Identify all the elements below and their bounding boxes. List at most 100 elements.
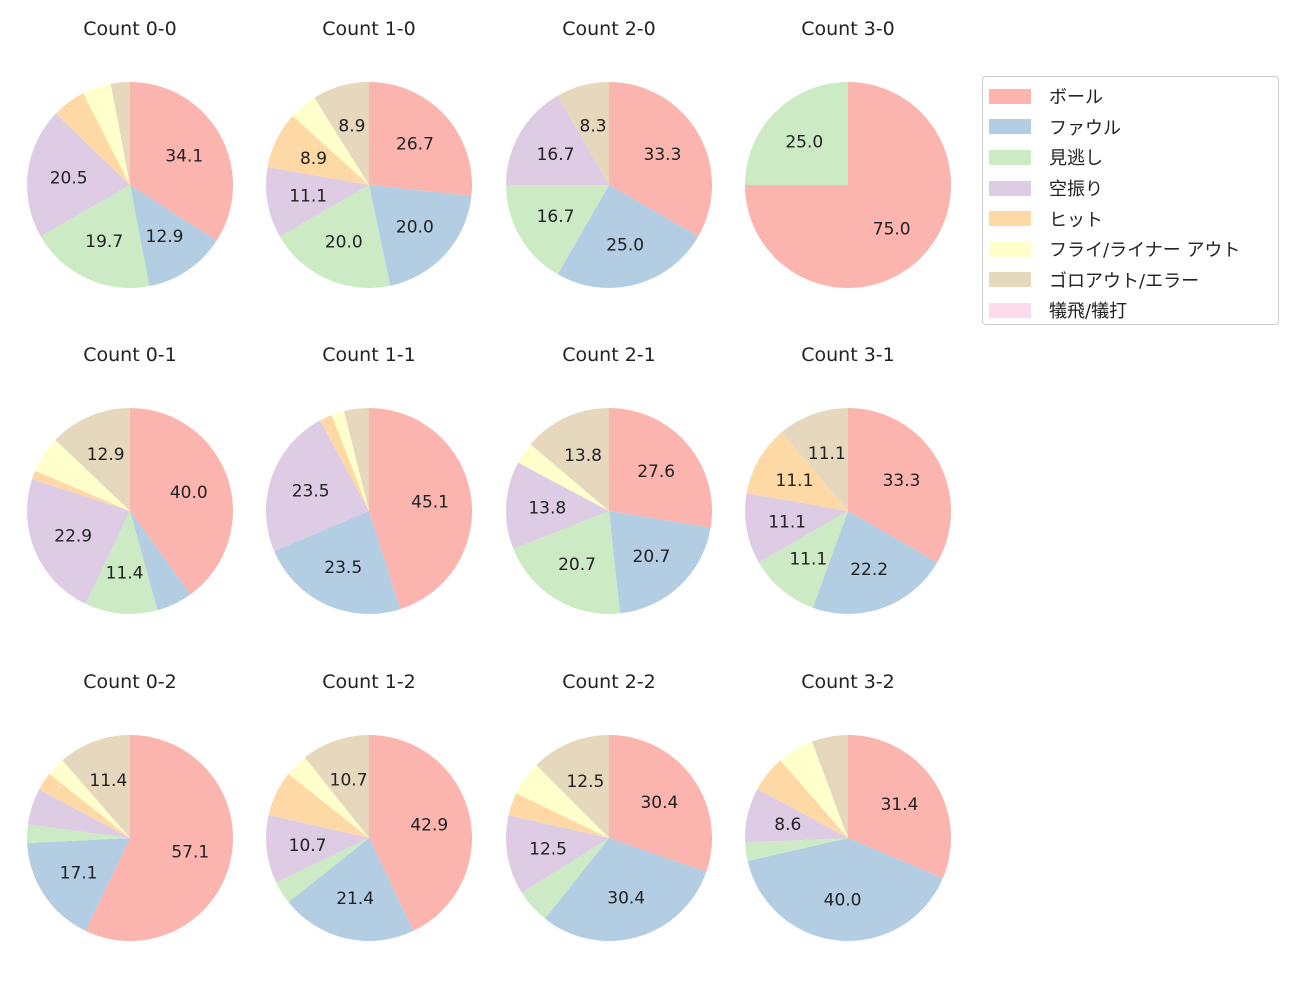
legend-item: 見逃し — [989, 142, 1278, 173]
pie-value-label: 21.4 — [336, 889, 374, 909]
legend-swatch — [989, 272, 1031, 288]
pie-value-label: 11.1 — [776, 471, 814, 491]
pie-count-1-1: Count 1-1 45.1 23.5 23.5 — [266, 344, 473, 614]
pie-wedge — [331, 411, 369, 511]
pie-count-0-1: Count 0-1 40.0 11.4 22.9 12.9 — [27, 344, 233, 614]
pie-wedge — [745, 838, 848, 862]
pie-title: Count 2-1 — [562, 344, 656, 366]
pie-value-label: 11.1 — [808, 444, 846, 464]
pie-count-2-0: Count 2-033.325.016.716.78.3 — [506, 18, 712, 288]
pie-wedge — [344, 408, 369, 511]
pie-value-label: 20.0 — [396, 217, 434, 237]
legend-item: 空振り — [989, 173, 1278, 204]
pie-wedge — [39, 773, 130, 838]
pie-value-label: 20.7 — [558, 555, 596, 575]
pie-wedge — [506, 95, 609, 185]
pie-wedge — [812, 511, 938, 614]
legend-label: フライ/ライナー アウト — [1049, 240, 1241, 262]
pie-title: Count 1-0 — [322, 18, 416, 40]
pie-wedge — [369, 185, 472, 286]
pie-wedge — [110, 82, 130, 185]
pie-value-label: 42.9 — [410, 815, 448, 835]
pie-wedge — [369, 408, 473, 610]
pie-count-2-1: Count 2-1 27.6 20.7 20.7 13.8 13.8 — [506, 344, 712, 614]
pie-wedge — [746, 432, 848, 511]
pie-wedge — [516, 765, 609, 838]
pie-title: Count 3-1 — [801, 344, 895, 366]
pie-wedge — [130, 408, 233, 595]
pie-wedge — [506, 462, 609, 549]
pie-wedge — [40, 185, 150, 288]
pie-wedge — [130, 82, 233, 241]
pie-wedge — [609, 735, 712, 872]
pie-wedge — [518, 444, 609, 511]
pie-wedge — [557, 82, 609, 185]
pie-value-label: 33.3 — [644, 145, 682, 165]
pie-title: Count 1-1 — [322, 344, 416, 366]
pie-wedge — [536, 735, 609, 838]
pie-value-label: 40.0 — [170, 483, 208, 503]
pie-wedge — [609, 511, 711, 614]
pie-wedge — [609, 82, 712, 237]
legend-item: ファウル — [989, 112, 1278, 143]
pie-wedge — [130, 511, 191, 611]
legend-item: ボール — [989, 81, 1278, 112]
legend-swatch — [989, 149, 1031, 165]
pie-count-1-2: Count 1-2 42.9 21.4 10.7 10.7 — [266, 671, 472, 941]
pie-wedge — [848, 735, 951, 879]
pie-value-label: 12.5 — [529, 839, 567, 859]
pie-value-label: 8.3 — [580, 116, 607, 136]
pie-value-label: 16.7 — [537, 145, 575, 165]
pie-wedge — [27, 113, 131, 237]
pie-wedge — [780, 741, 848, 838]
pie-wedge — [314, 82, 369, 185]
pie-wedge — [55, 408, 130, 511]
pie-wedge — [811, 735, 848, 838]
pie-title: Count 3-0 — [801, 18, 895, 40]
pie-value-label: 23.5 — [324, 558, 362, 578]
pie-count-0-0: Count 0-0 34.1 12.9 19.7 20.5 — [27, 18, 233, 288]
pie-title: Count 3-2 — [801, 671, 895, 693]
pie-value-label: 16.7 — [537, 207, 575, 227]
pie-wedge — [609, 408, 712, 528]
legend-swatch — [989, 211, 1031, 227]
pie-value-label: 20.5 — [50, 168, 88, 188]
pie-value-label: 75.0 — [873, 220, 911, 240]
pie-wedge — [35, 440, 130, 511]
pie-wedge — [758, 511, 848, 608]
pie-wedge — [508, 793, 609, 838]
pie-wedge — [848, 408, 951, 563]
pie-value-label: 25.0 — [606, 236, 644, 256]
pie-value-label: 34.1 — [165, 146, 203, 166]
pie-wedge — [530, 408, 609, 511]
pie-value-label: 22.9 — [54, 526, 92, 546]
pie-count-0-2: Count 0-2 57.1 17.1 11.4 — [26, 671, 233, 942]
pie-wedge — [27, 838, 130, 931]
pie-wedge — [276, 838, 369, 903]
pie-wedge — [268, 773, 369, 838]
pie-title: Count 2-0 — [562, 18, 656, 40]
pie-wedge — [506, 815, 609, 893]
pie-value-label: 25.0 — [785, 132, 823, 152]
legend-swatch — [989, 119, 1031, 135]
pie-value-label: 23.5 — [292, 482, 330, 502]
legend-label: 見逃し — [1049, 148, 1103, 170]
legend-item: ヒット — [989, 203, 1278, 234]
pie-value-label: 40.0 — [824, 891, 862, 911]
pie-wedge — [274, 511, 401, 614]
pie-wedge — [266, 814, 369, 883]
pie-wedge — [288, 838, 414, 941]
pie-wedge — [292, 97, 369, 185]
legend-label: ヒット — [1049, 209, 1103, 231]
pie-value-label: 12.9 — [87, 445, 125, 465]
pie-wedge — [521, 838, 609, 919]
pie-wedge — [279, 185, 391, 288]
pie-value-label: 8.9 — [300, 149, 327, 169]
pie-wedge — [130, 185, 217, 287]
pie-wedge — [26, 824, 130, 844]
pie-wedge — [513, 511, 620, 614]
pie-wedge — [757, 760, 848, 838]
pie-value-label: 12.5 — [566, 772, 604, 792]
pie-value-label: 13.8 — [564, 446, 602, 466]
